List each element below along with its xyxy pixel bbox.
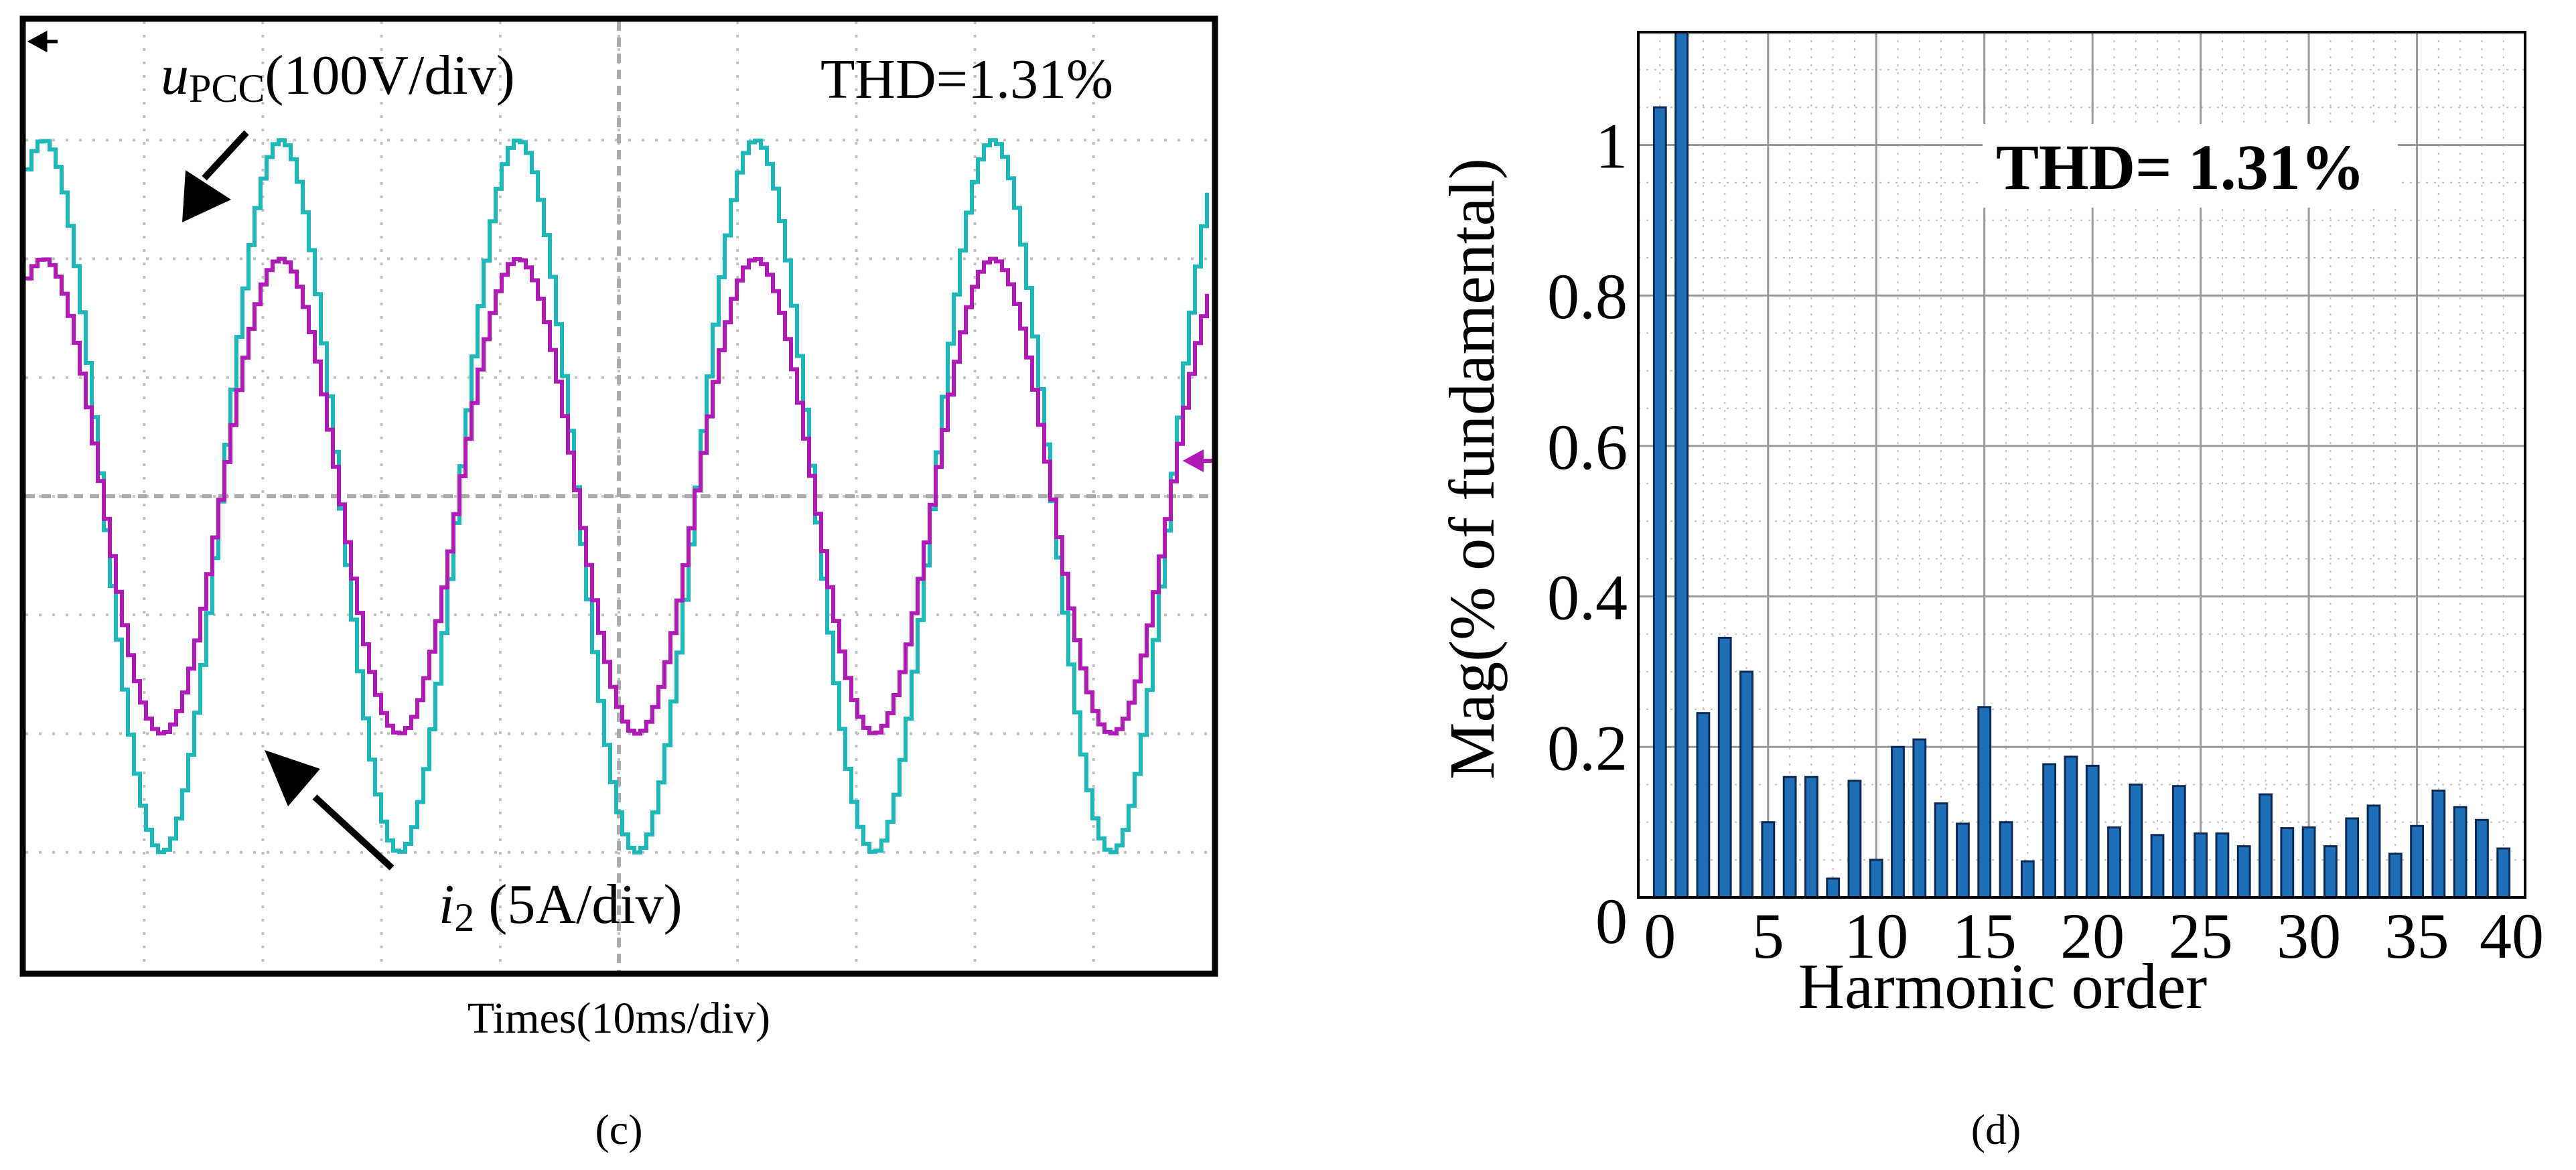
harmonic-bar-13 (1934, 802, 1948, 899)
scope-thd-label: THD=1.31% (820, 48, 1113, 111)
spectrum-x-tick-label: 5 (1752, 900, 1784, 972)
trigger-marker-icon (27, 30, 58, 53)
harmonic-bar-15 (1977, 706, 1992, 899)
spectrum-x-tick-label: 35 (2385, 900, 2449, 972)
harmonic-bar-25 (2194, 832, 2208, 899)
spectrum-thd-background (1983, 124, 2398, 208)
spectrum-x-tick-label: 25 (2169, 900, 2233, 972)
harmonic-bar-6 (1782, 776, 1797, 899)
harmonic-bar-3 (1717, 636, 1732, 899)
harmonic-bar-0 (1652, 106, 1667, 899)
oscilloscope-traces (25, 138, 1209, 855)
harmonic-bar-31 (2323, 845, 2338, 899)
harmonic-bar-9 (1847, 780, 1862, 899)
harmonic-bar-36 (2431, 790, 2446, 899)
harmonic-bar-28 (2259, 793, 2273, 899)
harmonic-bar-27 (2236, 845, 2251, 899)
harmonic-bar-24 (2171, 785, 2186, 899)
spectrum-x-tick-label: 10 (1844, 900, 1908, 972)
harmonic-bar-4 (1739, 670, 1754, 899)
harmonic-bar-20 (2085, 764, 2100, 899)
harmonic-bar-35 (2410, 824, 2424, 899)
oscilloscope-grid (25, 21, 1212, 971)
upcc-arrow-icon (182, 130, 249, 222)
harmonic-bar-19 (2064, 755, 2078, 899)
harmonic-bar-1 (1674, 31, 1689, 899)
spectrum-y-ticks: 0 0.2 0.4 0.6 0.8 1 (1547, 111, 1628, 958)
spectrum-thd-label: THD= 1.31% (1996, 131, 2365, 203)
harmonic-bar-22 (2129, 784, 2143, 899)
spectrum-x-tick-label: 30 (2277, 900, 2341, 972)
upcc-label: uPCC(100V/div) (161, 44, 515, 111)
spectrum-bars (1652, 31, 2511, 899)
harmonic-bar-29 (2280, 827, 2295, 899)
harmonic-bar-18 (2042, 763, 2056, 899)
harmonic-bar-26 (2215, 832, 2230, 899)
harmonic-bar-38 (2475, 818, 2489, 899)
harmonic-bar-17 (2020, 860, 2035, 899)
harmonic-bar-8 (1826, 877, 1841, 899)
harmonic-bar-10 (1869, 859, 1883, 899)
spectrum-y-tick-label: 0.6 (1547, 411, 1628, 483)
spectrum-y-tick-label: 0.8 (1547, 261, 1628, 332)
spectrum-x-axis-label: Harmonic order (1798, 950, 2207, 1022)
oscilloscope-panel: uPCC(100V/div) THD=1.31% i2 (5A/div) Tim… (19, 15, 1218, 1153)
spectrum-y-tick-label: 1 (1595, 111, 1628, 182)
spectrum-y-tick-label: 0 (1595, 885, 1628, 957)
harmonic-bar-39 (2496, 847, 2511, 899)
spectrum-x-ticks: 0 5 10 15 20 25 30 35 40 (1644, 900, 2544, 972)
harmonic-bar-37 (2453, 806, 2467, 899)
harmonic-bar-11 (1891, 745, 1905, 899)
harmonic-bar-2 (1696, 712, 1711, 899)
harmonic-bar-30 (2301, 826, 2316, 899)
panel-label-d: (d) (1971, 1106, 2021, 1153)
harmonic-spectrum-panel: 0 0.2 0.4 0.6 0.8 1 0 5 10 15 20 25 30 35 40 THD= 1.3… (1436, 31, 2544, 1153)
spectrum-frame (1637, 31, 2526, 899)
harmonic-bar-21 (2107, 826, 2121, 899)
harmonic-bar-34 (2388, 853, 2403, 899)
i2-arrow-icon (265, 750, 395, 871)
spectrum-y-axis-label: Mag(% of fundamental) (1436, 158, 1508, 780)
harmonic-bar-32 (2345, 817, 2360, 899)
i2-label: i2 (5A/div) (439, 873, 683, 940)
spectrum-x-tick-label: 15 (1952, 900, 2017, 972)
harmonic-bar-33 (2366, 804, 2381, 899)
i2-trace (25, 257, 1209, 736)
spectrum-x-tick-label: 0 (1644, 900, 1676, 972)
spectrum-y-tick-label: 0.2 (1547, 712, 1628, 784)
level-marker-icon (1182, 449, 1214, 473)
oscilloscope-frame (19, 15, 1218, 977)
spectrum-x-tick-label: 20 (2060, 900, 2125, 972)
harmonic-bar-7 (1804, 776, 1818, 899)
spectrum-y-tick-label: 0.4 (1547, 562, 1628, 634)
harmonic-bar-16 (1999, 821, 2013, 899)
harmonic-bar-12 (1912, 738, 1927, 899)
panel-label-c: (c) (595, 1106, 642, 1153)
harmonic-bar-14 (1956, 822, 1970, 899)
harmonic-bar-23 (2150, 834, 2165, 899)
spectrum-x-tick-label: 40 (2480, 900, 2544, 972)
scope-x-axis-label: Times(10ms/div) (468, 994, 770, 1043)
harmonic-bar-5 (1761, 821, 1776, 899)
